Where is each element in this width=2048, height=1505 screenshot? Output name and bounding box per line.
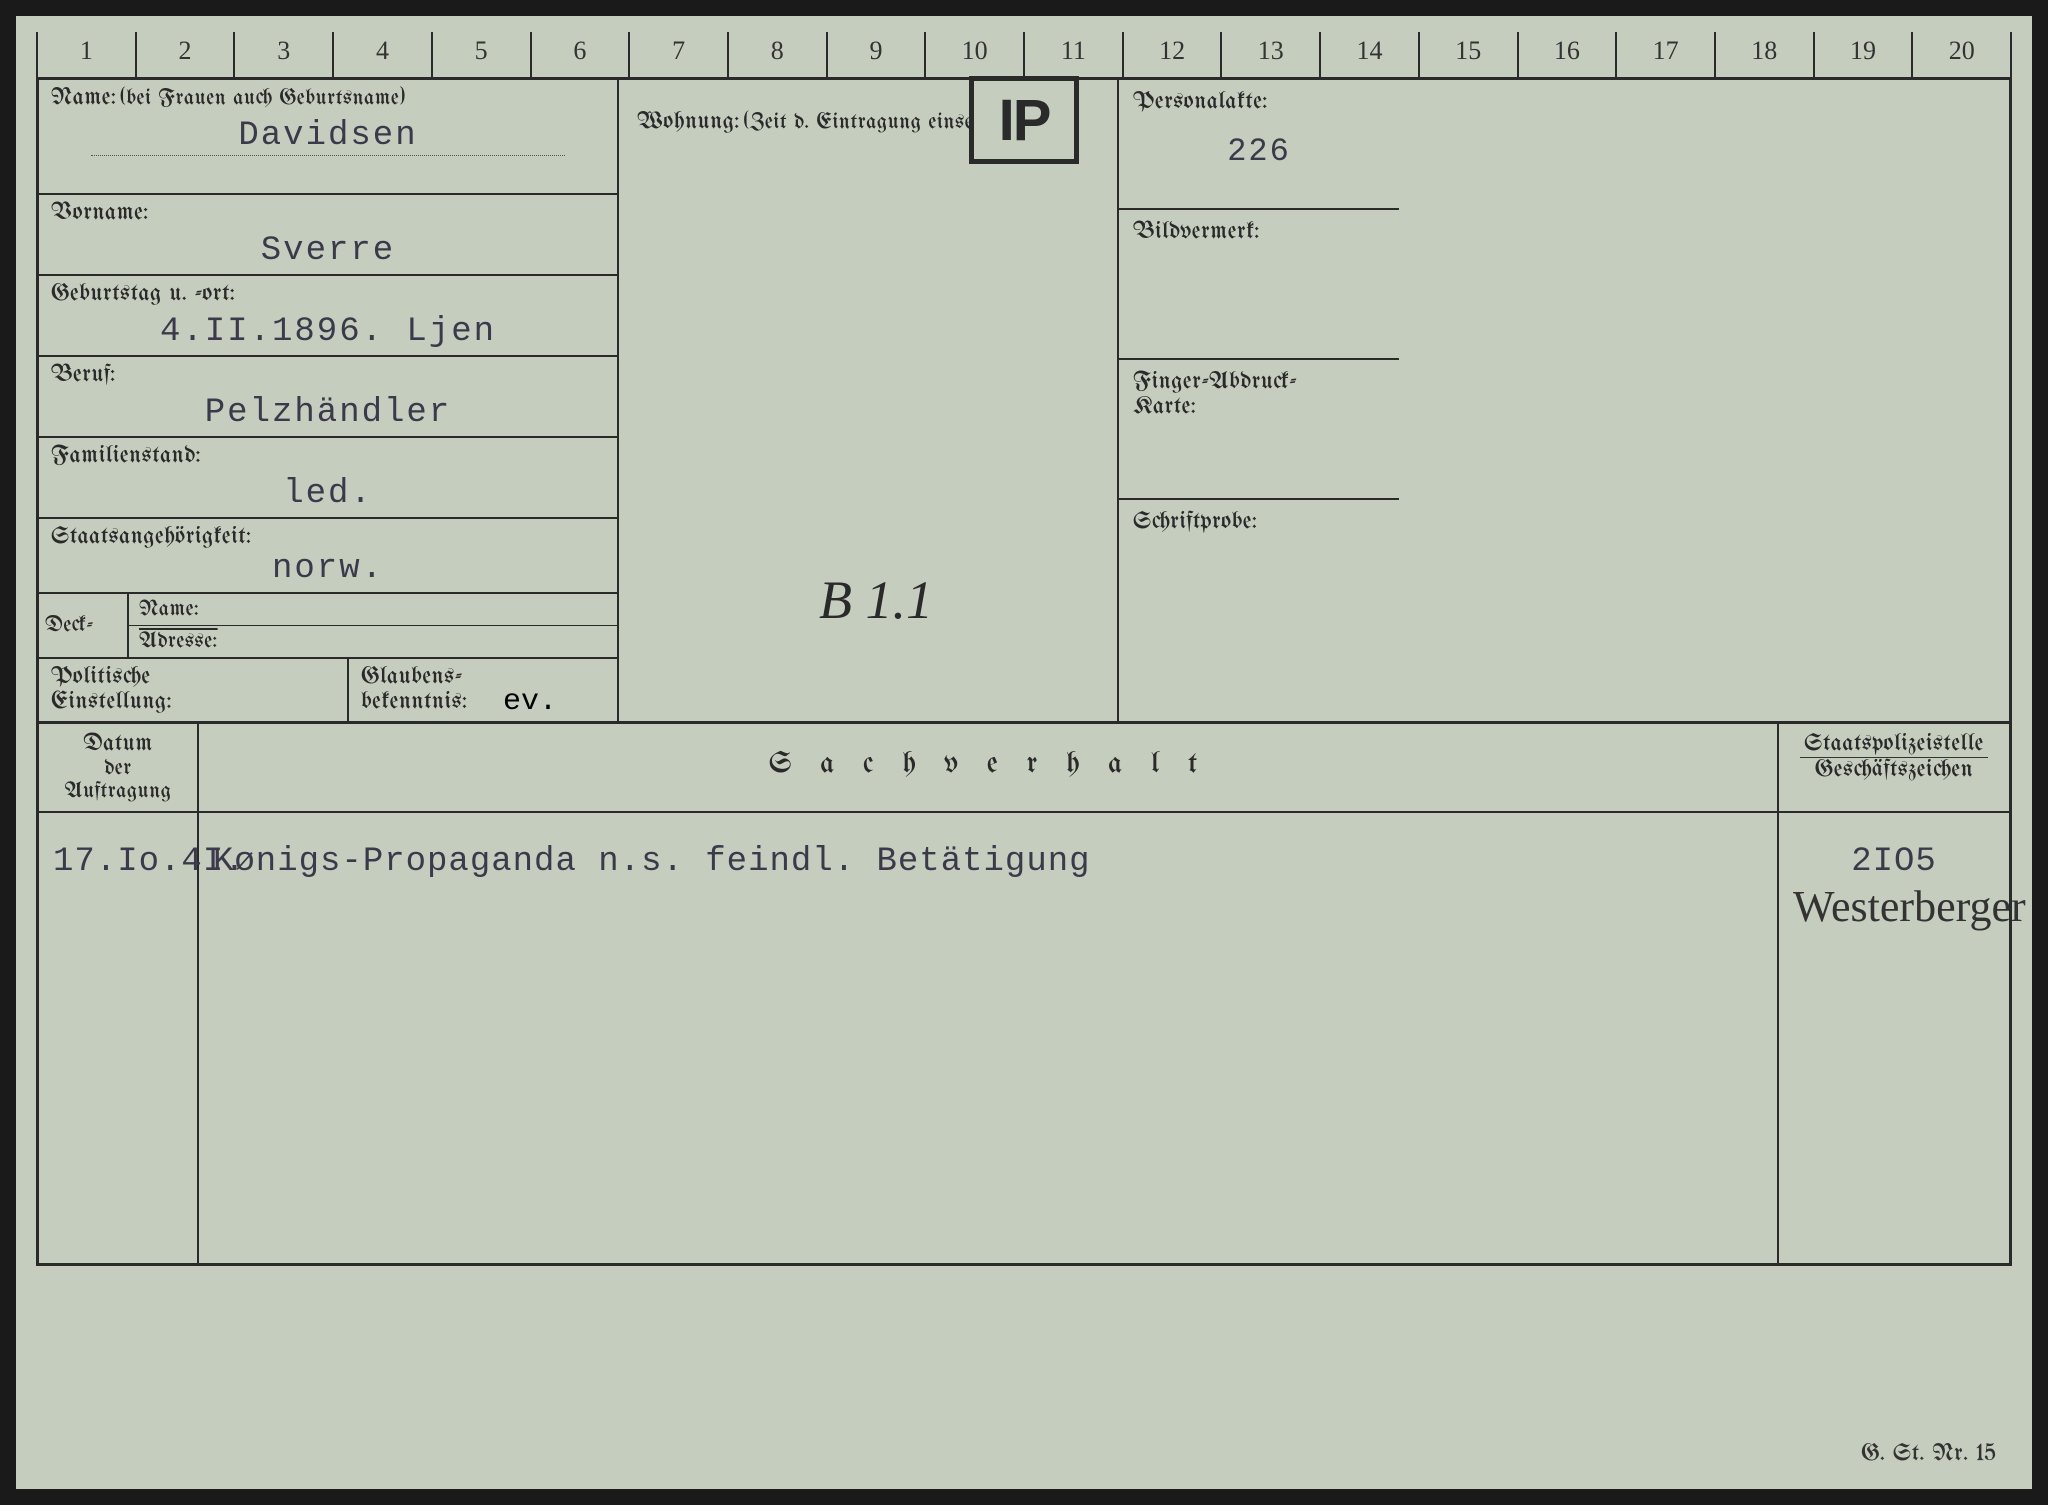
sach-header: Datum der Auftragung S a c h v e r h a l…: [39, 724, 2009, 813]
label-deck-name: Name:: [129, 594, 617, 626]
value-sach-code: 2IO5: [1793, 843, 1995, 881]
label-finger: Finger-Abdruck-: [1133, 370, 1385, 395]
label-personalakte: Personalakte:: [1133, 90, 1385, 115]
field-vorname: Vorname: Sverre: [39, 195, 617, 276]
label-bekenntnis: bekenntnis:: [361, 690, 605, 715]
value-sach-datum: 17.Io.4I.: [53, 843, 183, 881]
upper-grid: Name: (bei Frauen auch Geburtsname) Davi…: [36, 80, 2012, 724]
value-sach-sign: Westerberger: [1793, 881, 1995, 932]
ruler: 1234567891011121314151617181920: [36, 32, 2012, 80]
label-beruf: Beruf:: [51, 363, 605, 388]
label-sachverhalt: S a c h v e r h a l t: [199, 724, 1779, 811]
field-personalakte: Personalakte: 226: [1119, 80, 1399, 210]
label-name-hint: (bei Frauen auch Geburtsname): [120, 87, 405, 110]
label-politische: Politische: [51, 665, 335, 690]
label-familien: Familienstand:: [51, 444, 605, 469]
ruler-tick: 9: [828, 32, 927, 77]
index-card: 1234567891011121314151617181920 IP Name:…: [16, 16, 2032, 1489]
ruler-tick: 12: [1124, 32, 1223, 77]
value-staat: norw.: [51, 550, 605, 588]
ruler-tick: 5: [433, 32, 532, 77]
value-sach-text: Kønigs-Propaganda n.s. feindl. Betätigun…: [213, 843, 1763, 881]
field-schrift: Schriftprobe:: [1119, 500, 1399, 630]
value-familien: led.: [51, 469, 605, 513]
ruler-tick: 4: [334, 32, 433, 77]
field-finger: Finger-Abdruck- Karte:: [1119, 360, 1399, 500]
label-name: Name:: [51, 86, 116, 111]
field-name: Name: (bei Frauen auch Geburtsname) Davi…: [39, 80, 617, 195]
label-deck-adresse: Adresse:: [129, 626, 617, 657]
value-personalakte: 226: [1133, 115, 1385, 170]
ip-badge: IP: [969, 76, 1079, 164]
ruler-tick: 11: [1025, 32, 1124, 77]
ruler-tick: 8: [729, 32, 828, 77]
right-column: Personalakte: 226 Bildvermerk: Finger-Ab…: [1119, 80, 1399, 721]
value-glaubens: ev.: [503, 685, 557, 719]
label-staatspolizei: Staatspolizeistelle: [1800, 732, 1988, 758]
sach-section: Datum der Auftragung S a c h v e r h a l…: [36, 724, 2012, 1266]
field-politische: Politische Einstellung: Glaubens- bekenn…: [39, 659, 617, 721]
label-vorname: Vorname:: [51, 201, 605, 226]
handwritten-annotation: B 1.1: [819, 569, 933, 631]
label-bildvermerk: Bildvermerk:: [1133, 220, 1385, 245]
middle-column: Wohnung: (Zeit d. Eintragung einsetzen) …: [619, 80, 1119, 721]
value-geburt: 4.II.1896. Ljen: [51, 307, 605, 351]
ruler-tick: 19: [1815, 32, 1914, 77]
field-familien: Familienstand: led.: [39, 438, 617, 519]
ip-badge-text: IP: [999, 87, 1050, 154]
ruler-tick: 14: [1321, 32, 1420, 77]
ruler-tick: 18: [1716, 32, 1815, 77]
label-wohnung: Wohnung:: [637, 110, 740, 135]
footer-id: G. St. Nr. 15: [1861, 1442, 1996, 1467]
field-beruf: Beruf: Pelzhändler: [39, 357, 617, 438]
label-geburt: Geburtstag u. -ort:: [51, 282, 605, 307]
label-deck: Deck-: [39, 594, 129, 657]
label-schrift: Schriftprobe:: [1133, 510, 1385, 535]
ruler-tick: 3: [235, 32, 334, 77]
ruler-tick: 2: [137, 32, 236, 77]
ruler-tick: 6: [532, 32, 631, 77]
ruler-tick: 1: [36, 32, 137, 77]
label-staat: Staatsangehörigkeit:: [51, 525, 605, 550]
label-einstellung: Einstellung:: [51, 690, 335, 715]
value-beruf: Pelzhändler: [51, 388, 605, 432]
label-auftragung: der Auftragung: [49, 757, 187, 803]
field-deck: Deck- Name: Adresse:: [39, 594, 617, 659]
field-bildvermerk: Bildvermerk:: [1119, 210, 1399, 360]
value-name: Davidsen: [51, 111, 605, 155]
ruler-tick: 17: [1617, 32, 1716, 77]
label-karte: Karte:: [1133, 395, 1385, 420]
ruler-tick: 16: [1519, 32, 1618, 77]
field-staat: Staatsangehörigkeit: norw.: [39, 519, 617, 594]
field-geburt: Geburtstag u. -ort: 4.II.1896. Ljen: [39, 276, 617, 357]
sach-body: 17.Io.4I. Kønigs-Propaganda n.s. feindl.…: [39, 813, 2009, 1263]
ruler-tick: 10: [926, 32, 1025, 77]
label-glaubens: Glaubens-: [361, 665, 605, 690]
label-datum: Datum: [49, 732, 187, 757]
value-vorname: Sverre: [51, 226, 605, 270]
ruler-tick: 15: [1420, 32, 1519, 77]
ruler-tick: 7: [630, 32, 729, 77]
label-geschaft: Geschäftszeichen: [1789, 758, 1999, 783]
ruler-tick: 20: [1913, 32, 2012, 77]
left-column: Name: (bei Frauen auch Geburtsname) Davi…: [39, 80, 619, 721]
ruler-tick: 13: [1222, 32, 1321, 77]
